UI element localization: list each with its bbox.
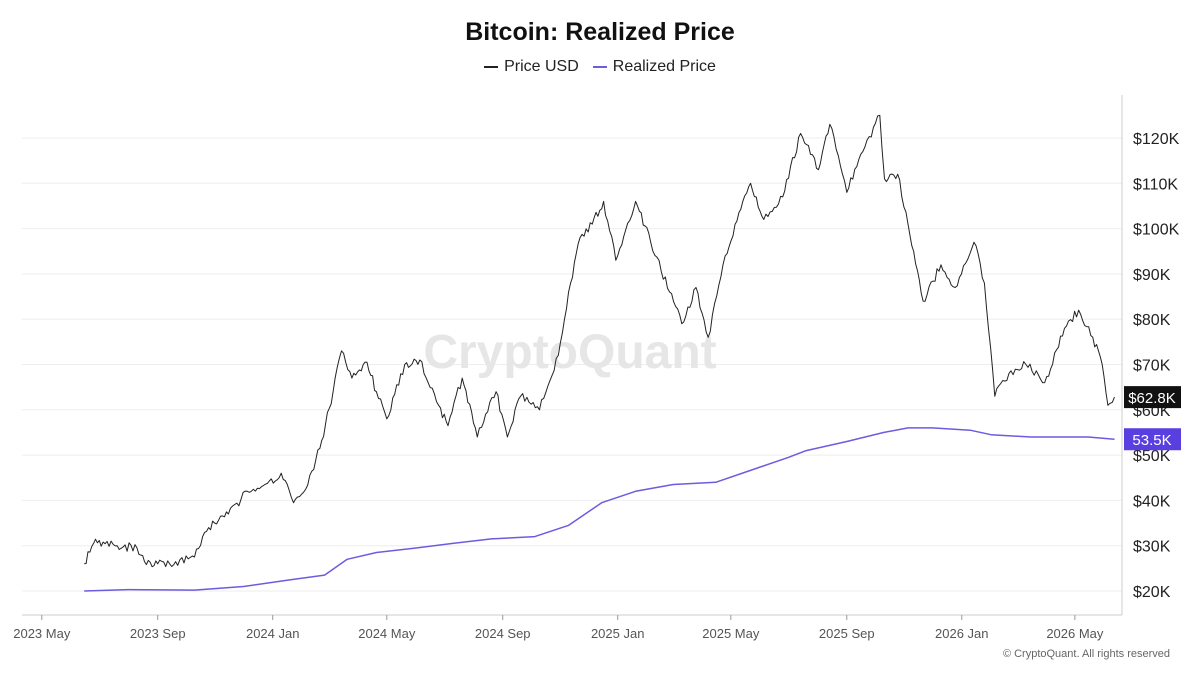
last-value-label-price: $62.8K <box>1128 390 1176 407</box>
x-tick-label: 2026 May <box>1046 626 1104 641</box>
x-tick-label: 2025 Sep <box>819 626 875 641</box>
chart-legend: Price USD Realized Price <box>0 58 1200 76</box>
x-tick-label: 2026 Jan <box>935 626 989 641</box>
watermark-text: CryptoQuant <box>423 326 716 379</box>
x-tick-label: 2025 May <box>702 626 760 641</box>
legend-label-price: Price USD <box>504 58 579 75</box>
y-tick-label: $90K <box>1133 267 1171 284</box>
y-tick-label: $20K <box>1133 584 1171 601</box>
series-line-realized-price[interactable] <box>84 427 1115 592</box>
y-tick-label: $50K <box>1133 448 1171 465</box>
last-value-label-realized-bg <box>1124 428 1181 451</box>
y-tick-label: $30K <box>1133 539 1171 556</box>
y-tick-label: $110K <box>1133 176 1178 193</box>
y-tick-label: $70K <box>1133 358 1171 375</box>
copyright-footer: © CryptoQuant. All rights reserved <box>1002 648 1170 660</box>
legend-label-realized: Realized Price <box>612 58 716 75</box>
y-tick-label: $120K <box>1133 131 1180 148</box>
legend-item-price[interactable]: Price USD <box>484 58 579 76</box>
y-tick-label: $100K <box>1133 222 1180 239</box>
chart-title: Bitcoin: Realized Price <box>465 18 735 46</box>
y-tick-label: $80K <box>1133 312 1171 329</box>
legend-item-realized[interactable]: Realized Price <box>592 58 716 76</box>
legend-swatch-price <box>484 66 499 68</box>
y-tick-label: $40K <box>1133 493 1171 510</box>
last-value-label-price-bg <box>1124 386 1181 409</box>
last-value-label-realized: 53.5K <box>1132 432 1171 449</box>
legend-swatch-realized <box>592 66 607 68</box>
x-tick-label: 2023 Sep <box>130 626 186 641</box>
x-tick-label: 2024 May <box>358 626 416 641</box>
x-tick-label: 2024 Sep <box>475 626 531 641</box>
series-line-price-usd[interactable] <box>84 114 1115 568</box>
x-tick-label: 2024 Jan <box>246 626 300 641</box>
x-tick-label: 2023 May <box>13 626 71 641</box>
x-tick-label: 2025 Jan <box>591 626 645 641</box>
